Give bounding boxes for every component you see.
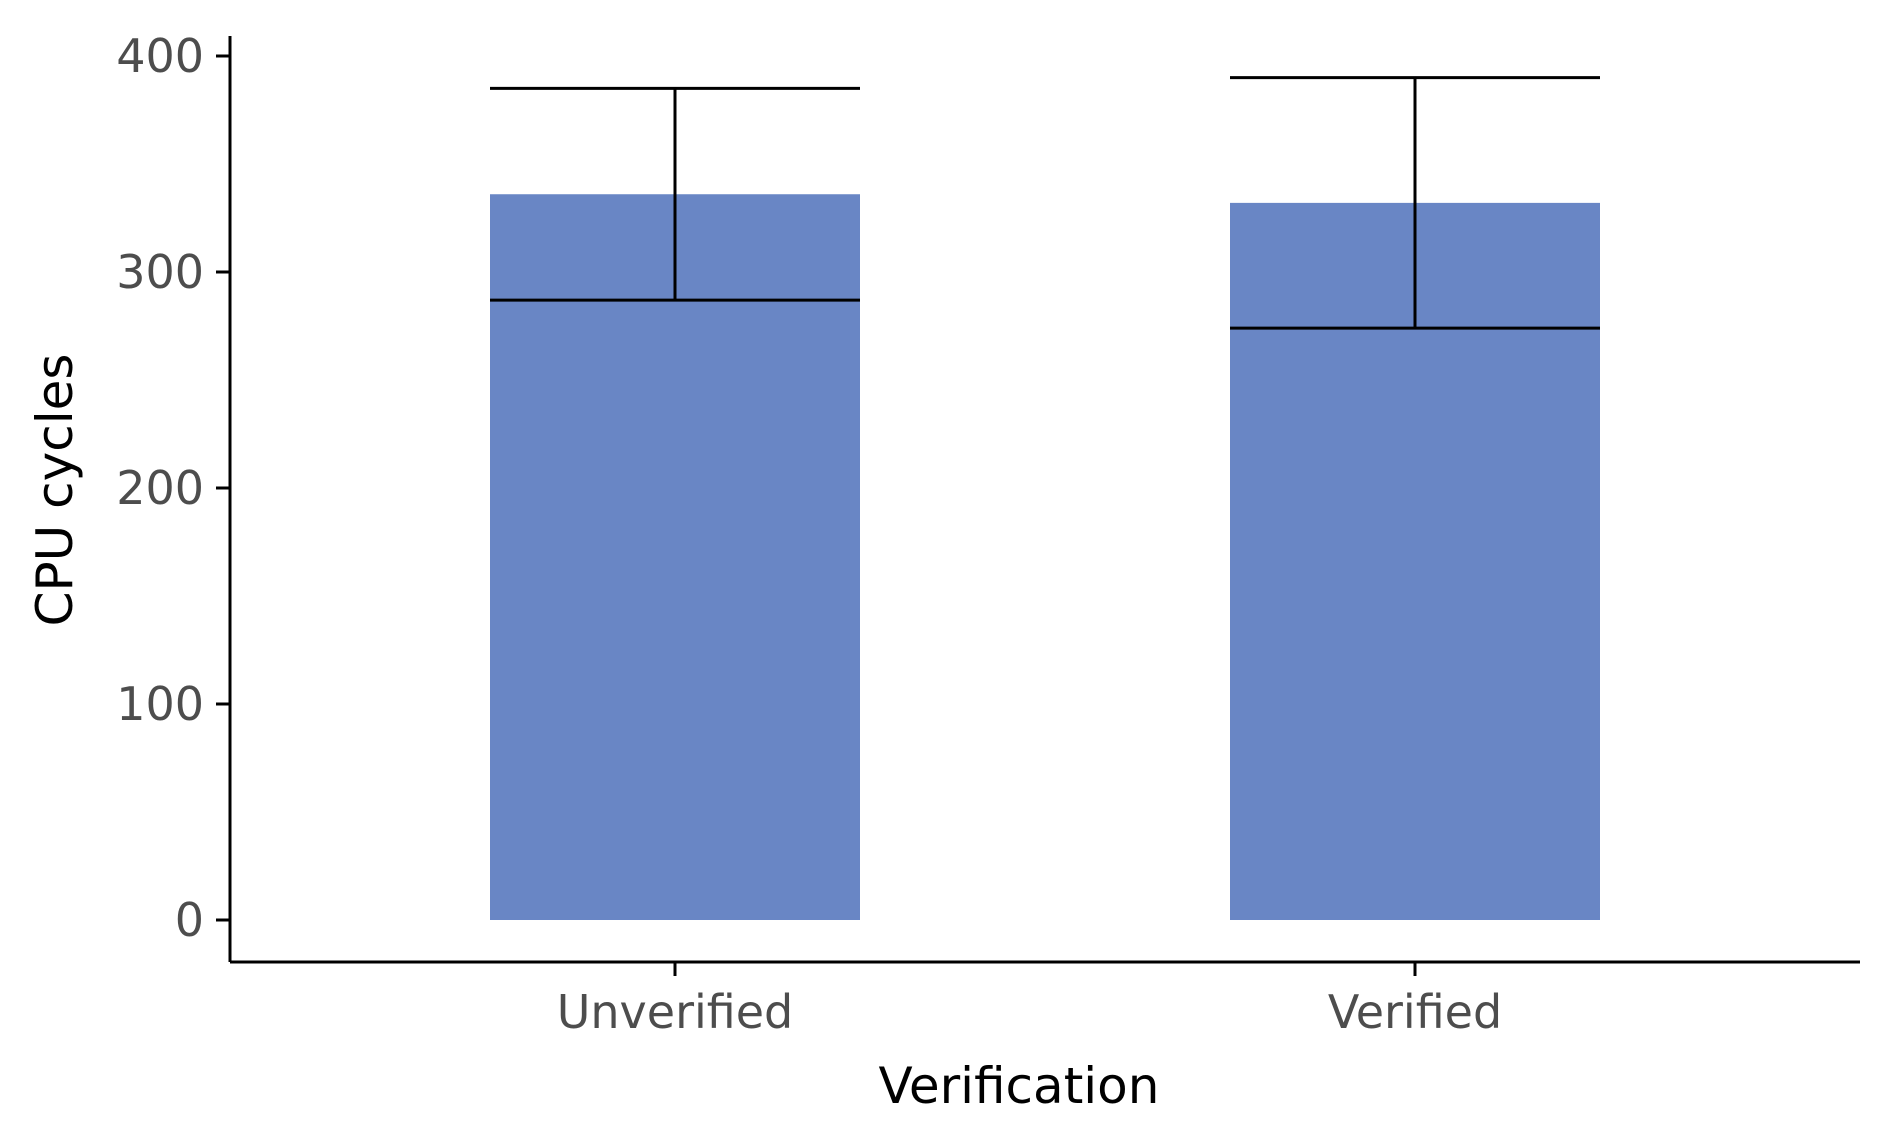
y-tick-label-0: 0 [175, 893, 204, 947]
error-bars-layer [490, 76, 1600, 330]
y-ticks-layer: 0 100 200 300 400 [116, 29, 230, 947]
x-ticks-layer: Unverified Verified [557, 962, 1502, 1039]
y-axis-title: CPU cycles [26, 354, 84, 627]
y-tick-label-400: 400 [116, 29, 204, 83]
x-tick-label-unverified: Unverified [557, 985, 794, 1039]
bars-layer [490, 194, 1600, 921]
axes-layer [228, 36, 1860, 964]
x-axis-title: Verification [879, 1057, 1160, 1115]
x-tick-label-verified: Verified [1328, 985, 1502, 1039]
y-tick-label-300: 300 [116, 245, 204, 299]
y-tick-label-200: 200 [116, 461, 204, 515]
y-tick-label-100: 100 [116, 677, 204, 731]
bar-unverified [490, 194, 860, 921]
